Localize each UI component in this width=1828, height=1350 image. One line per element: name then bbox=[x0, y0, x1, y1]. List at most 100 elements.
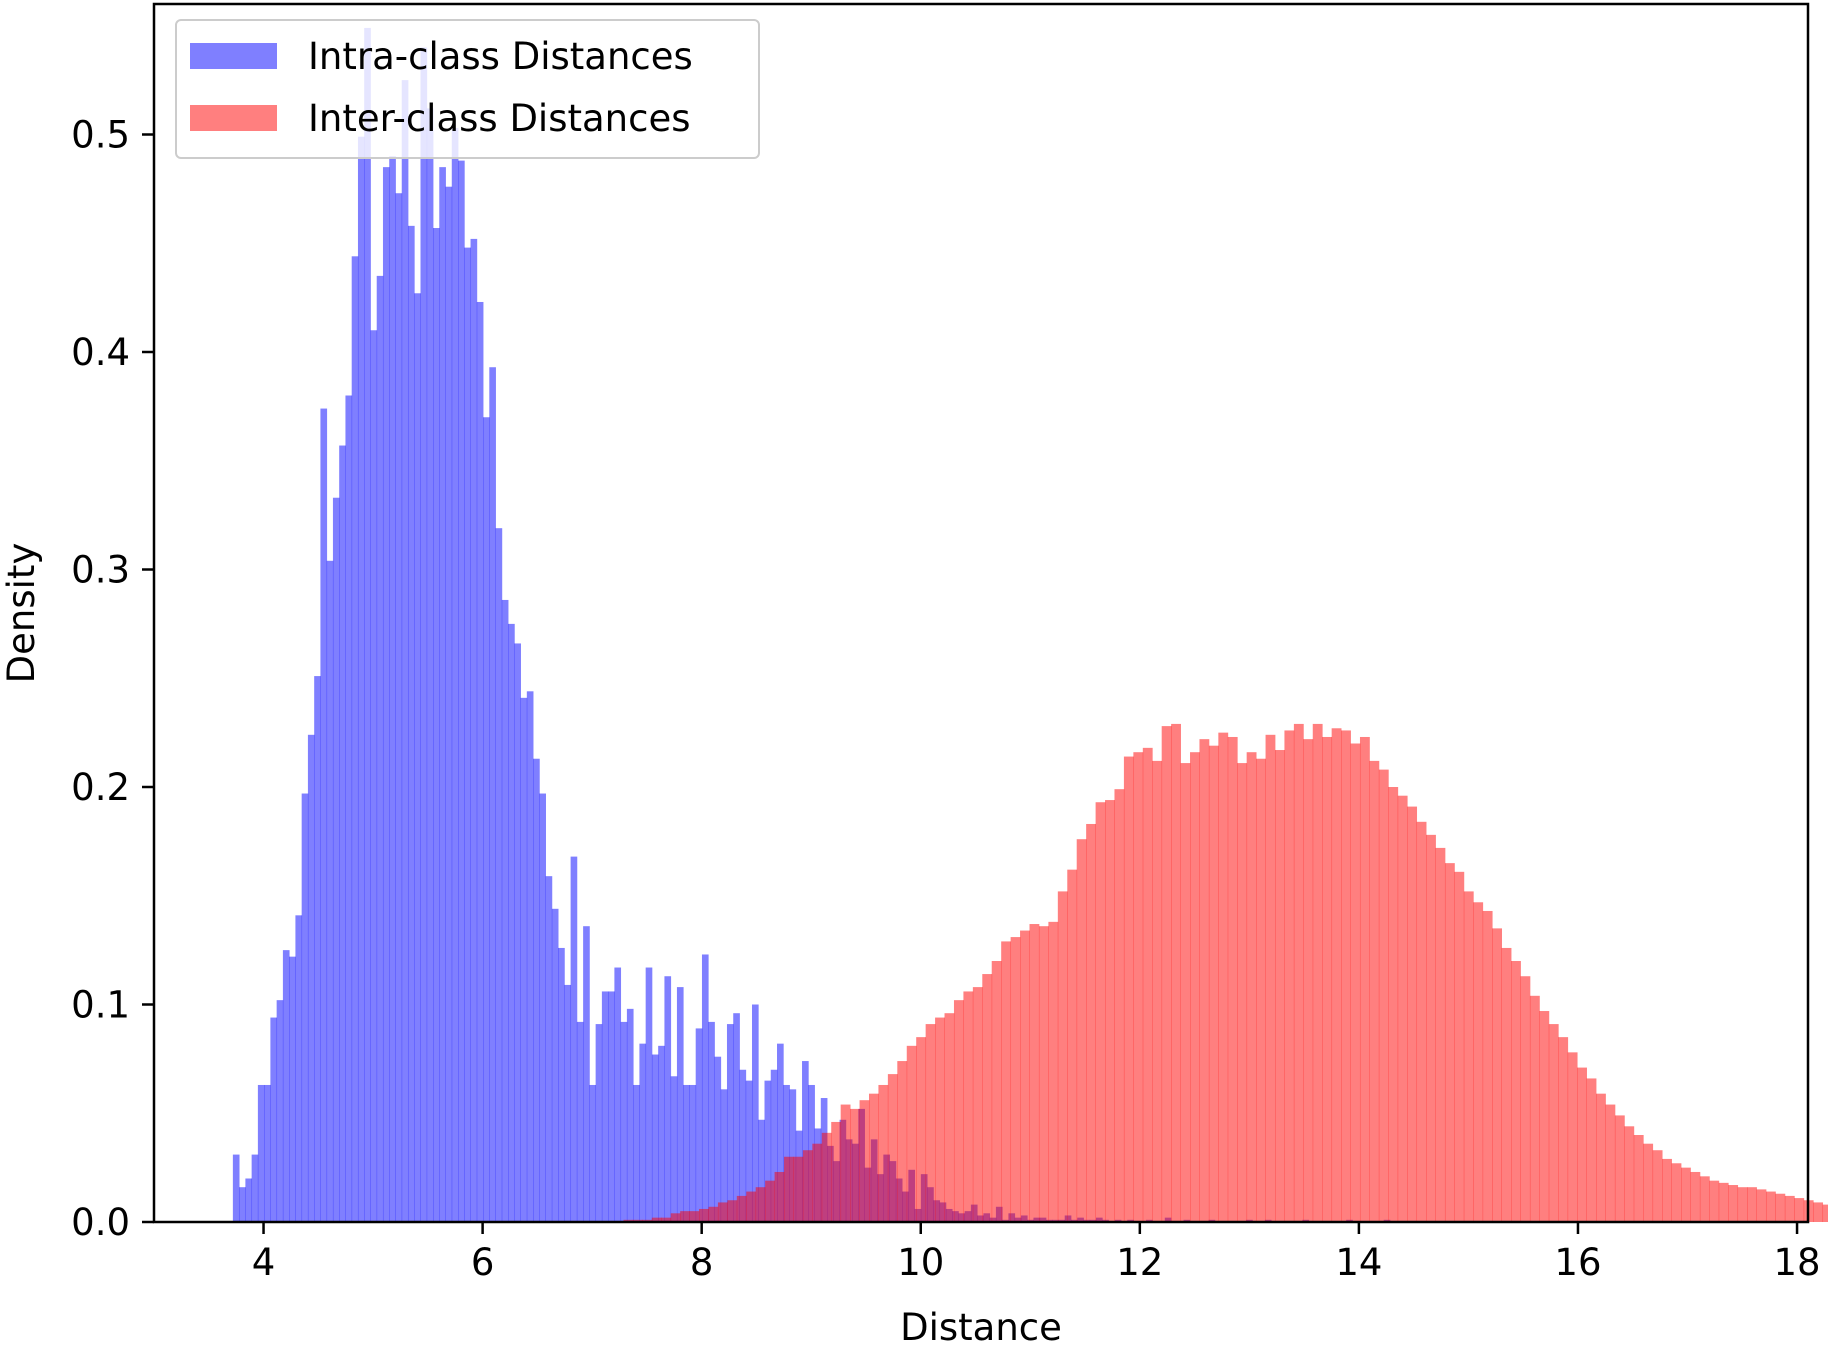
histogram-bar bbox=[683, 1084, 690, 1222]
histogram-bar bbox=[1822, 1204, 1828, 1222]
legend-box bbox=[175, 19, 760, 159]
histogram-bar bbox=[589, 1084, 597, 1222]
histogram-bar bbox=[583, 926, 590, 1222]
histogram-bar bbox=[680, 1211, 690, 1223]
x-tick-label: 14 bbox=[1335, 1241, 1382, 1284]
histogram-bar bbox=[370, 330, 378, 1222]
histogram-bar bbox=[1180, 763, 1191, 1222]
histogram-bar bbox=[745, 1080, 753, 1223]
histogram-bar bbox=[670, 1213, 681, 1222]
histogram-bar bbox=[257, 1084, 265, 1222]
legend-swatch-intra-class bbox=[190, 43, 277, 69]
histogram-bar bbox=[1482, 910, 1493, 1222]
histogram-bar bbox=[301, 793, 309, 1222]
histogram-bar bbox=[925, 1024, 936, 1222]
histogram-bar bbox=[746, 1191, 757, 1222]
histogram-bar bbox=[714, 1056, 722, 1222]
histogram-bar bbox=[376, 275, 384, 1222]
histogram-bar bbox=[812, 1143, 823, 1222]
histogram-bar bbox=[783, 1084, 790, 1222]
histogram-bar bbox=[407, 225, 415, 1223]
histogram-bar bbox=[595, 1024, 603, 1222]
y-tick-label: 0.5 bbox=[71, 114, 130, 157]
histogram-bar bbox=[332, 497, 340, 1223]
histogram-bar bbox=[508, 623, 515, 1223]
legend-swatch-inter-class bbox=[190, 105, 277, 131]
histogram-bar bbox=[770, 1069, 778, 1222]
y-axis-label: Density bbox=[0, 543, 43, 684]
histogram-bar bbox=[1501, 947, 1512, 1222]
x-axis-ticks: 4 6 8 10 12 14 16 18 bbox=[252, 1222, 1821, 1284]
histogram-bar bbox=[1435, 847, 1446, 1222]
histogram-bar bbox=[755, 1187, 766, 1222]
histogram-bar bbox=[972, 987, 983, 1222]
histogram-bar bbox=[661, 1217, 672, 1222]
histogram-bar bbox=[420, 47, 428, 1222]
histogram-bar bbox=[774, 1171, 785, 1222]
legend-label-inter-class: Inter-class Distances bbox=[308, 97, 691, 140]
histogram-bars bbox=[232, 27, 1828, 1223]
histogram-bar bbox=[765, 1180, 775, 1222]
histogram-bar bbox=[232, 1154, 240, 1222]
histogram-bar bbox=[1237, 763, 1248, 1222]
histogram-bar bbox=[1303, 739, 1314, 1222]
histogram-bar bbox=[850, 1108, 860, 1222]
histogram-bar bbox=[777, 1043, 784, 1222]
histogram-bar bbox=[1275, 750, 1285, 1222]
histogram-bar bbox=[821, 1132, 832, 1222]
histogram-bar bbox=[1473, 902, 1484, 1222]
histogram-bar bbox=[1586, 1078, 1597, 1222]
histogram-bar bbox=[1038, 926, 1049, 1222]
histogram-bar bbox=[1709, 1180, 1720, 1222]
histogram-bar bbox=[1652, 1150, 1663, 1222]
y-tick-label: 0.0 bbox=[71, 1201, 130, 1244]
y-axis-ticks: 0.0 0.1 0.2 0.3 0.4 0.5 bbox=[71, 114, 154, 1244]
histogram-bar bbox=[699, 1208, 709, 1222]
histogram-bar bbox=[651, 1054, 659, 1222]
histogram-bar bbox=[708, 1206, 719, 1222]
histogram-bar bbox=[520, 697, 528, 1222]
histogram-bar bbox=[514, 643, 521, 1222]
histogram-bar bbox=[645, 967, 653, 1222]
histogram-bar bbox=[1784, 1195, 1795, 1222]
histogram-bar bbox=[868, 1093, 879, 1222]
histogram-bar bbox=[1426, 834, 1436, 1222]
histogram-bar bbox=[1699, 1176, 1710, 1222]
histogram-bar bbox=[1095, 802, 1106, 1222]
histogram-bar bbox=[1596, 1093, 1606, 1222]
histogram-bar bbox=[1123, 756, 1134, 1222]
x-tick-label: 18 bbox=[1773, 1241, 1820, 1284]
histogram-bar bbox=[991, 961, 1002, 1222]
x-axis-label: Distance bbox=[900, 1306, 1062, 1349]
histogram-bar bbox=[764, 1080, 772, 1223]
histogram-bar bbox=[784, 1156, 794, 1222]
histogram-bar bbox=[539, 793, 546, 1222]
histogram-bar bbox=[1246, 752, 1257, 1222]
histogram-bar bbox=[1463, 891, 1474, 1222]
histogram-bar bbox=[897, 1061, 908, 1222]
histogram-bar bbox=[389, 156, 396, 1222]
histogram-bar bbox=[545, 876, 553, 1222]
histogram-bar bbox=[840, 1104, 851, 1222]
histogram-bar bbox=[887, 1074, 898, 1222]
histogram-bar bbox=[1293, 723, 1304, 1222]
histogram-bar bbox=[314, 676, 321, 1222]
x-tick-label: 10 bbox=[897, 1241, 944, 1284]
histogram-bar bbox=[1359, 736, 1370, 1222]
histogram-bar bbox=[1378, 769, 1389, 1222]
histogram-bar bbox=[1048, 921, 1059, 1222]
histogram-bar bbox=[1813, 1202, 1824, 1222]
histogram-bar bbox=[282, 950, 290, 1223]
histogram-bar bbox=[351, 256, 359, 1222]
histogram-bar bbox=[651, 1217, 662, 1222]
histogram-bar bbox=[802, 1061, 809, 1222]
histogram-bar bbox=[1407, 806, 1418, 1222]
histogram-bar bbox=[1010, 937, 1021, 1222]
histogram-bar bbox=[1577, 1067, 1587, 1222]
histogram-bar bbox=[614, 967, 622, 1222]
histogram-bar bbox=[289, 956, 296, 1222]
histogram-bar bbox=[1331, 728, 1342, 1222]
series-bars-1 bbox=[623, 723, 1828, 1223]
histogram-bar bbox=[1067, 869, 1078, 1222]
histogram-bar bbox=[489, 367, 496, 1223]
